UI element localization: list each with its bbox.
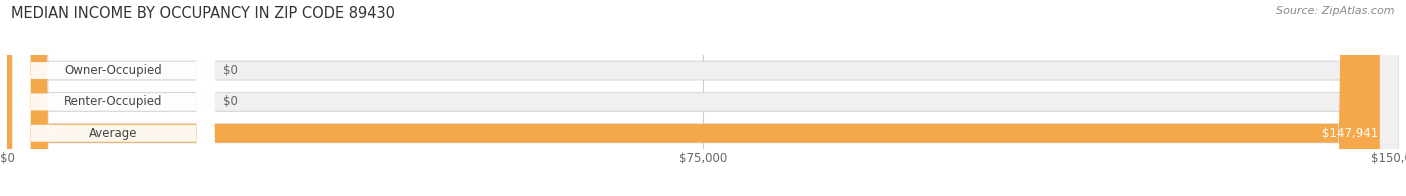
- FancyBboxPatch shape: [7, 0, 1399, 196]
- Text: Source: ZipAtlas.com: Source: ZipAtlas.com: [1277, 6, 1395, 16]
- FancyBboxPatch shape: [13, 0, 215, 196]
- FancyBboxPatch shape: [7, 0, 28, 196]
- Text: Owner-Occupied: Owner-Occupied: [65, 64, 162, 77]
- FancyBboxPatch shape: [7, 0, 1379, 196]
- FancyBboxPatch shape: [7, 0, 1399, 196]
- Text: $147,941: $147,941: [1322, 127, 1378, 140]
- FancyBboxPatch shape: [13, 0, 215, 196]
- FancyBboxPatch shape: [7, 0, 28, 196]
- Text: MEDIAN INCOME BY OCCUPANCY IN ZIP CODE 89430: MEDIAN INCOME BY OCCUPANCY IN ZIP CODE 8…: [11, 6, 395, 21]
- Text: $0: $0: [222, 64, 238, 77]
- FancyBboxPatch shape: [13, 0, 215, 196]
- Text: Average: Average: [89, 127, 138, 140]
- Text: Renter-Occupied: Renter-Occupied: [65, 95, 163, 108]
- Text: $0: $0: [222, 95, 238, 108]
- FancyBboxPatch shape: [7, 0, 1399, 196]
